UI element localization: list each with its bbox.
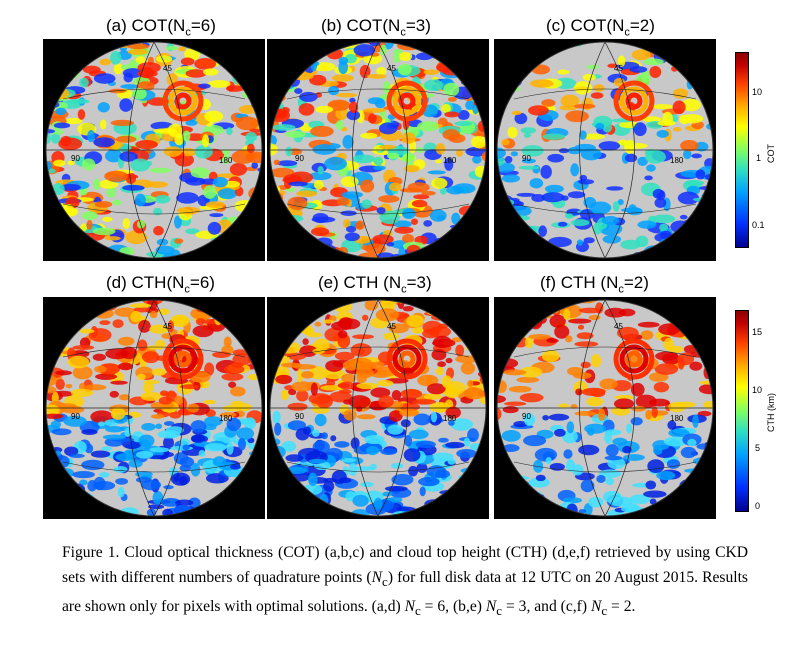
lon-label-90: 90 <box>522 154 531 163</box>
earth-disk-b: 90 180 45 <box>269 41 487 259</box>
cot-colorbar-title: COT <box>766 144 776 163</box>
lat-label-45: 45 <box>387 322 396 331</box>
map-panel-f: 90 180 45 <box>494 297 716 519</box>
panel-title-c: (c) COT(Nc=2) <box>546 16 655 39</box>
earth-disk-f: 90 180 45 <box>496 299 714 517</box>
cth-tick-0: 0 <box>755 501 761 511</box>
lon-label-180: 180 <box>670 414 684 423</box>
earth-disk-e: 90 180 45 <box>269 299 487 517</box>
map-panel-a: 90 180 45 <box>43 39 265 261</box>
cth-tick-5: 5 <box>755 443 761 453</box>
lon-label-180: 180 <box>443 414 457 423</box>
cth-tick-15: 15 <box>752 327 763 337</box>
lon-label-180: 180 <box>219 414 233 423</box>
figure-caption: Figure 1. Cloud optical thickness (COT) … <box>62 544 749 619</box>
cth-colorbar-title: CTH (km) <box>766 393 776 432</box>
earth-disk-d: 90 180 45 <box>45 299 263 517</box>
lat-label-45: 45 <box>163 322 172 331</box>
map-panel-d: 90 180 45 <box>43 297 265 519</box>
panel-title-f: (f) CTH (Nc=2) <box>540 273 649 296</box>
cot-tick-10: 10 <box>752 87 763 97</box>
panel-title-a: (a) COT(Nc=6) <box>106 16 216 39</box>
cot-colorbar <box>735 52 749 248</box>
map-panel-c: 90 180 45 <box>494 39 716 261</box>
lat-label-45: 45 <box>163 64 172 73</box>
earth-disk-a: 90 180 45 <box>45 41 263 259</box>
cth-tick-10: 10 <box>752 385 763 395</box>
lon-label-180: 180 <box>219 156 233 165</box>
map-panel-e: 90 180 45 <box>267 297 489 519</box>
lon-label-90: 90 <box>295 412 304 421</box>
earth-disk-c: 90 180 45 <box>496 41 714 259</box>
panel-title-d: (d) CTH(Nc=6) <box>106 273 215 296</box>
lat-label-45: 45 <box>387 64 396 73</box>
lon-label-90: 90 <box>71 412 80 421</box>
panel-title-b: (b) COT(Nc=3) <box>321 16 431 39</box>
map-panel-b: 90 180 45 <box>267 39 489 261</box>
panel-title-e: (e) CTH (Nc=3) <box>318 273 432 296</box>
lon-label-90: 90 <box>522 412 531 421</box>
lon-label-90: 90 <box>295 154 304 163</box>
lon-label-90: 90 <box>71 154 80 163</box>
lat-label-45: 45 <box>614 64 623 73</box>
cot-tick-1: 1 <box>756 153 762 163</box>
cot-tick-0-1: 0.1 <box>752 220 765 230</box>
cth-colorbar <box>735 310 749 512</box>
lon-label-180: 180 <box>670 156 684 165</box>
lat-label-45: 45 <box>614 322 623 331</box>
lon-label-180: 180 <box>443 156 457 165</box>
